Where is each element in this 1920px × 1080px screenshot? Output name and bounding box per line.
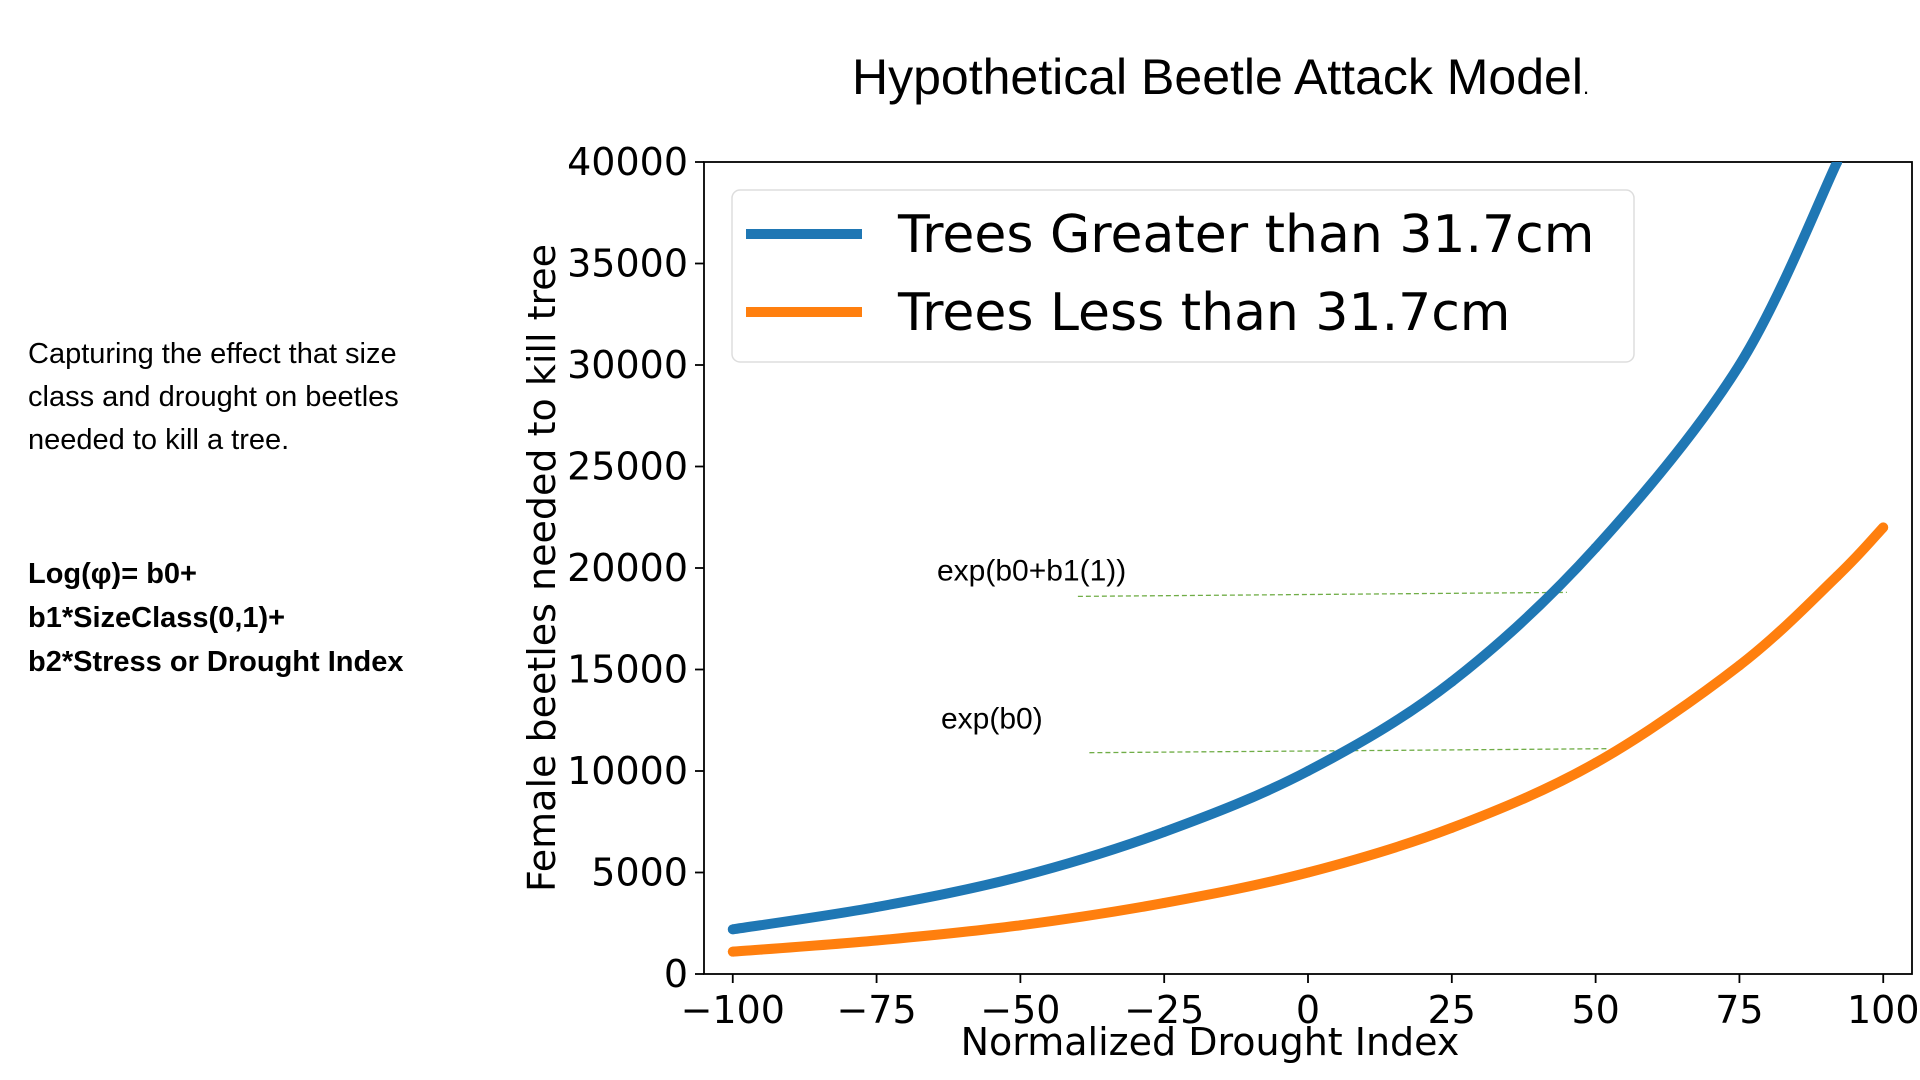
- series-2-point: [871, 935, 882, 946]
- annotation-label-1: exp(b0+b1(1)): [937, 554, 1126, 587]
- series-1-point: [1446, 676, 1457, 687]
- chart-series: [727, 162, 1889, 957]
- description-text: Capturing the effect that size class and…: [28, 338, 399, 456]
- legend-label-1: Trees Greater than 31.7cm: [897, 205, 1594, 265]
- series-2-point: [727, 946, 738, 957]
- slide-title-suffix: .: [1582, 74, 1590, 99]
- series-2-point: [1446, 822, 1457, 833]
- series-line-1: [731, 162, 1842, 935]
- x-tick-label: 75: [1715, 988, 1763, 1032]
- x-tick-label: 0: [1296, 988, 1320, 1032]
- x-tick-label: −75: [836, 988, 916, 1032]
- legend-label-2: Trees Less than 31.7cm: [897, 283, 1510, 343]
- y-tick-label: 35000: [567, 242, 688, 286]
- x-tick-label: 100: [1847, 988, 1920, 1032]
- series-1-point: [1590, 542, 1601, 553]
- y-axis-label: Female beetles needed to kill tree: [520, 244, 564, 892]
- series-2-point: [1878, 522, 1889, 533]
- formula-line-1: Log(φ)= b0+: [28, 558, 197, 590]
- x-tick-label: 25: [1428, 988, 1476, 1032]
- series-1-point: [1734, 360, 1745, 370]
- y-tick-label: 30000: [567, 343, 688, 387]
- legend-box: [731, 189, 1635, 363]
- slide-title: Hypothetical Beetle Attack Model.: [852, 48, 1652, 106]
- series-2-point: [1015, 920, 1026, 931]
- series-1-point: [1159, 826, 1170, 837]
- chart-legend: Trees Greater than 31.7cm Trees Less than…: [731, 189, 1635, 363]
- series-2-point: [1734, 660, 1745, 671]
- chart-axes: −100 −75 −50 −25 0 25 50 75 100 0 5000 10000 15000 20…: [520, 140, 1920, 1064]
- series-1-point: [1303, 766, 1313, 776]
- annotation-line-1: [1077, 591, 1567, 598]
- chart-annotations: exp(b0+b1(1)) exp(b0): [937, 554, 1608, 754]
- series-1-point: [871, 902, 882, 913]
- series-1-point: [1015, 871, 1026, 882]
- x-tick-label: 50: [1571, 988, 1619, 1032]
- y-tick-label: 0: [664, 952, 688, 996]
- x-tick-label: −50: [980, 988, 1060, 1032]
- series-1-point: [727, 924, 738, 935]
- series-2-point: [1303, 867, 1313, 878]
- x-tick-label: −100: [681, 988, 785, 1032]
- y-tick-label: 40000: [567, 140, 688, 184]
- series-1-point: [1832, 162, 1843, 167]
- series-2-point: [1590, 757, 1601, 768]
- x-axis-label: Normalized Drought Index: [961, 1020, 1460, 1064]
- annotation-label-2: exp(b0): [941, 703, 1043, 736]
- slide-title-text: Hypothetical Beetle Attack Model: [852, 49, 1583, 105]
- y-tick-label: 15000: [567, 648, 688, 692]
- x-tick-label: −25: [1124, 988, 1204, 1032]
- series-2-point: [1159, 897, 1170, 908]
- y-tick-label: 20000: [567, 546, 688, 590]
- formula-line-3: b2*Stress or Drought Index: [28, 646, 404, 678]
- y-tick-label: 10000: [567, 749, 688, 793]
- series-line-2: [732, 523, 1887, 957]
- series-2-point: [1832, 571, 1843, 582]
- formula-line-2: b1*SizeClass(0,1)+: [28, 602, 286, 634]
- y-tick-label: 5000: [591, 851, 688, 895]
- y-tick-label: 25000: [567, 445, 688, 489]
- formula-block: Log(φ)= b0+ b1*SizeClass(0,1)+ b2*Stress…: [28, 552, 488, 684]
